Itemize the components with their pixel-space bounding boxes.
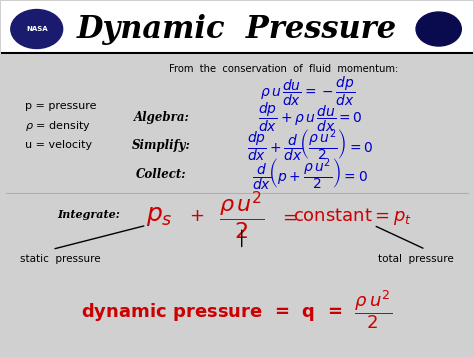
Text: $\dfrac{dp}{dx} + \rho \, u \, \dfrac{du}{dx} = 0$: $\dfrac{dp}{dx} + \rho \, u \, \dfrac{du… xyxy=(258,101,363,134)
Text: $\dfrac{d}{dx}\!\left(p + \dfrac{\rho \, u^2}{2}\right) = 0$: $\dfrac{d}{dx}\!\left(p + \dfrac{\rho \,… xyxy=(252,156,368,193)
Text: total  pressure: total pressure xyxy=(378,254,454,264)
Text: $\dfrac{dp}{dx} + \dfrac{d}{dx}\!\left(\dfrac{\rho \, u^2}{2}\right) = 0$: $\dfrac{dp}{dx} + \dfrac{d}{dx}\!\left(\… xyxy=(247,127,373,164)
Text: $\mathrm{constant} = p_t$: $\mathrm{constant} = p_t$ xyxy=(293,206,412,227)
Text: Algebra:: Algebra: xyxy=(134,111,190,124)
Text: u = velocity: u = velocity xyxy=(25,140,92,150)
Text: $\rho$ = density: $\rho$ = density xyxy=(25,119,91,133)
Text: $p_s$: $p_s$ xyxy=(146,205,173,228)
Bar xyxy=(1,1,473,53)
Text: From  the  conservation  of  fluid  momentum:: From the conservation of fluid momentum: xyxy=(170,64,399,74)
Circle shape xyxy=(11,10,63,49)
Text: Dynamic  Pressure: Dynamic Pressure xyxy=(77,14,397,45)
Text: p = pressure: p = pressure xyxy=(25,101,96,111)
Text: Integrate:: Integrate: xyxy=(57,209,120,220)
Text: $=$: $=$ xyxy=(279,207,297,225)
Text: $\rho \, u \, \dfrac{du}{dx} = - \dfrac{dp}{dx}$: $\rho \, u \, \dfrac{du}{dx} = - \dfrac{… xyxy=(260,75,355,109)
Text: static  pressure: static pressure xyxy=(20,254,101,264)
Text: $+$: $+$ xyxy=(190,207,204,225)
Text: $\dfrac{\rho \, u^2}{2}$: $\dfrac{\rho \, u^2}{2}$ xyxy=(219,190,264,242)
Text: NASA: NASA xyxy=(26,26,47,32)
Text: dynamic pressure  =  q  =  $\dfrac{\rho \, u^2}{2}$: dynamic pressure = q = $\dfrac{\rho \, u… xyxy=(82,288,392,331)
Text: Collect:: Collect: xyxy=(137,168,187,181)
Text: Simplify:: Simplify: xyxy=(132,140,191,152)
Circle shape xyxy=(416,12,461,46)
